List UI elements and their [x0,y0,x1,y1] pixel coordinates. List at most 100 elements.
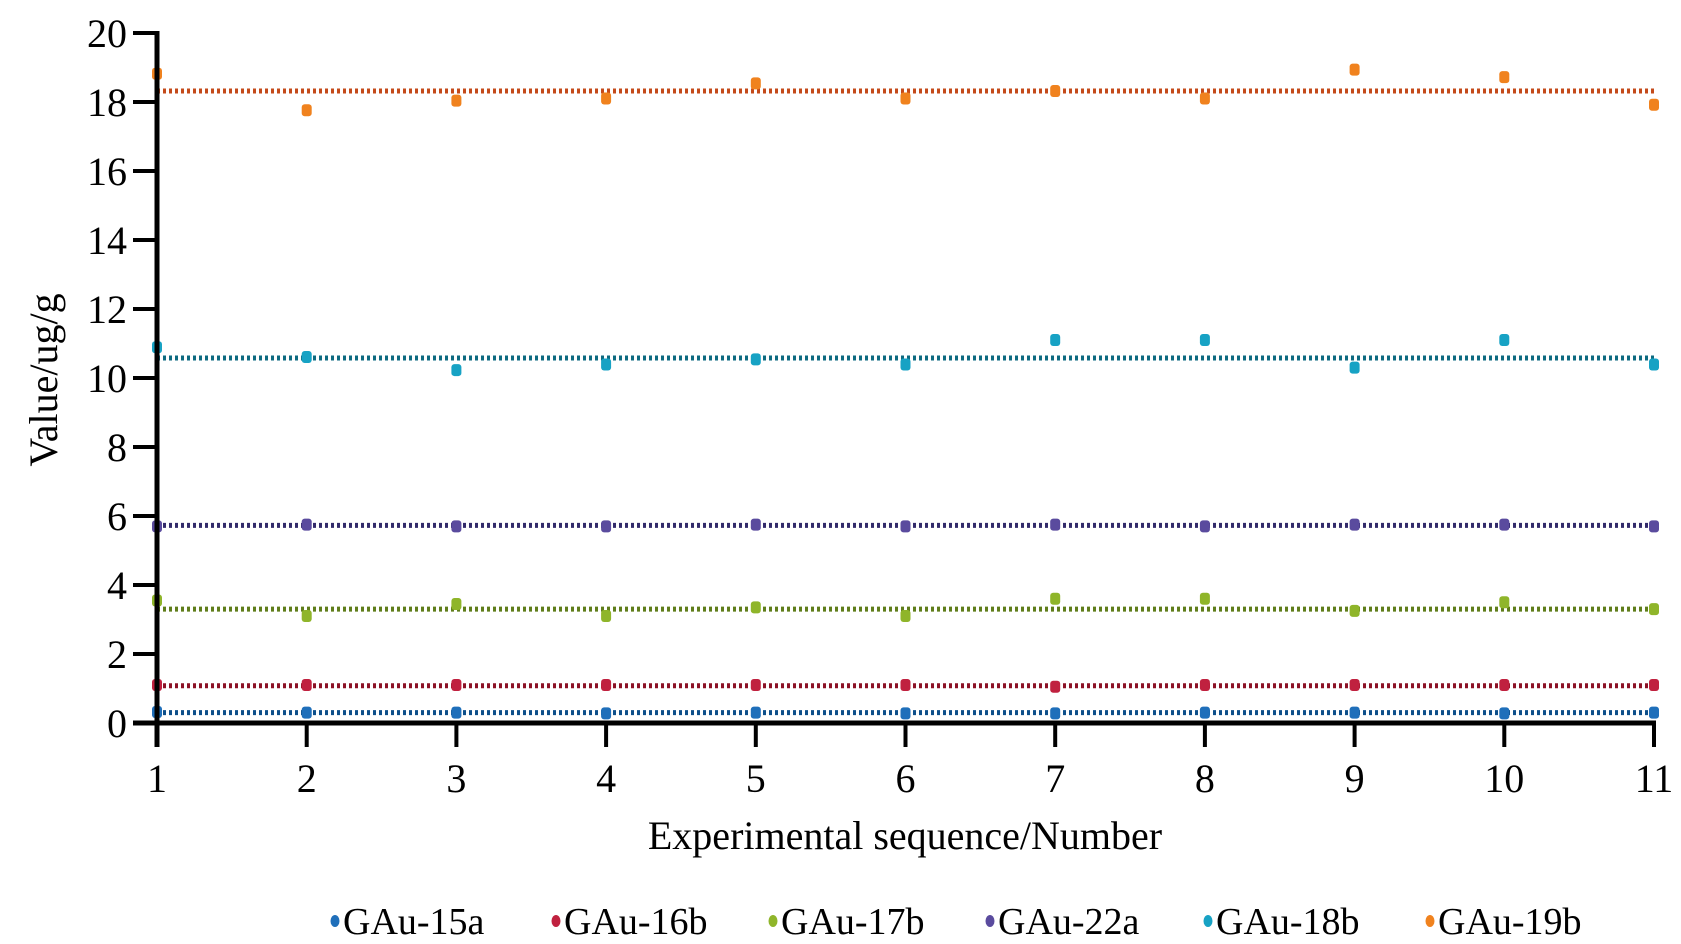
data-point-gau-17b [1050,592,1061,605]
legend-marker [1203,915,1213,927]
y-tick-label: 6 [107,494,127,539]
data-point-gau-22a [1649,520,1659,533]
y-tick-label: 4 [107,563,127,608]
data-point-gau-18b [601,358,612,371]
data-point-gau-15a [1649,706,1659,719]
data-point-gau-16b [601,679,612,692]
data-point-gau-18b [1499,334,1510,347]
x-tick-label: 6 [896,756,916,801]
legend-label: GAu-22a [998,901,1140,943]
data-point-gau-17b [900,610,911,623]
data-point-gau-17b [750,601,761,614]
axes [133,31,1656,747]
data-point-gau-22a [900,520,911,533]
data-point-gau-15a [1499,707,1510,720]
legend-item: GAu-16b [551,901,708,943]
legend-label: GAu-19b [1438,901,1582,943]
legend-label: GAu-16b [564,901,708,943]
data-point-gau-19b [750,77,761,90]
legend-item: GAu-22a [985,901,1140,943]
data-point-gau-22a [1050,518,1061,531]
data-point-gau-17b [1649,603,1659,616]
y-tick-label: 20 [87,11,127,56]
data-point-gau-16b [1199,679,1210,692]
legend-item: GAu-15a [330,901,485,943]
data-point-gau-22a [301,518,312,531]
data-point-gau-19b [1649,98,1659,111]
data-point-gau-22a [1499,518,1510,531]
legend-marker [1425,915,1435,927]
y-ticks: 0 2 4 6 8 10 12 14 16 18 20 [87,11,157,746]
data-point-gau-15a [900,707,911,720]
legend-item: GAu-17b [768,901,925,943]
legend-marker [551,915,561,927]
x-tick-label: 8 [1195,756,1215,801]
data-point-gau-18b [301,350,312,363]
data-point-gau-22a [601,520,612,533]
data-point-gau-15a [301,706,312,719]
data-point-gau-19b [451,94,462,107]
data-point-gau-15a [1199,706,1210,719]
x-tick-label: 1 [147,756,167,801]
data-point-gau-16b [1649,679,1659,692]
data-point-gau-22a [750,518,761,531]
legend-label: GAu-15a [343,901,485,943]
data-point-gau-22a [451,520,462,533]
y-axis-title: Value/ug/g [21,293,66,466]
x-tick-label: 5 [746,756,766,801]
data-point-gau-18b [1649,358,1659,371]
data-points [152,63,1659,720]
data-point-gau-16b [900,679,911,692]
data-point-gau-18b [1050,334,1061,347]
legend: GAu-15a GAu-16b GAu-17b GAu-22a GAu-18b GAu-1… [330,901,1582,943]
data-point-gau-17b [1199,592,1210,605]
y-tick-label: 10 [87,356,127,401]
data-point-gau-19b [1199,92,1210,105]
y-tick-label: 16 [87,149,127,194]
data-point-gau-16b [451,679,462,692]
y-tick-label: 18 [87,80,127,125]
data-point-gau-19b [1349,63,1360,76]
data-point-gau-16b [1499,679,1510,692]
legend-marker [985,915,995,927]
data-point-gau-17b [301,610,312,623]
y-tick-label: 2 [107,632,127,677]
x-tick-label: 2 [297,756,317,801]
x-tick-label: 11 [1635,756,1674,801]
data-point-gau-18b [900,358,911,371]
data-point-gau-19b [1050,84,1061,97]
data-point-gau-17b [1499,596,1510,609]
x-tick-label: 4 [596,756,616,801]
data-point-gau-15a [750,706,761,719]
data-point-gau-22a [1199,520,1210,533]
legend-label: GAu-17b [781,901,925,943]
data-point-gau-19b [1499,71,1510,84]
legend-marker [768,915,778,927]
data-point-gau-17b [601,610,612,623]
legend-item: GAu-19b [1425,901,1582,943]
data-point-gau-18b [1199,334,1210,347]
x-tick-label: 9 [1345,756,1365,801]
data-point-gau-18b [1349,361,1360,374]
data-point-gau-17b [451,597,462,610]
x-ticks: 1 2 3 4 5 6 7 8 9 10 11 [147,723,1673,801]
data-point-gau-16b [301,679,312,692]
legend-item: GAu-18b [1203,901,1360,943]
data-point-gau-17b [1349,604,1360,617]
data-point-gau-15a [601,707,612,720]
legend-marker [330,915,340,927]
y-tick-label: 14 [87,218,127,263]
y-tick-label: 12 [87,287,127,332]
data-point-gau-15a [451,706,462,719]
data-point-gau-15a [1050,707,1061,720]
data-point-gau-19b [301,104,312,117]
data-point-gau-22a [1349,518,1360,531]
x-tick-label: 7 [1045,756,1065,801]
data-point-gau-16b [1050,680,1061,693]
x-axis-title: Experimental sequence/Number [648,813,1162,858]
data-point-gau-15a [1349,706,1360,719]
x-tick-label: 10 [1484,756,1524,801]
data-point-gau-19b [601,92,612,105]
x-tick-label: 3 [446,756,466,801]
